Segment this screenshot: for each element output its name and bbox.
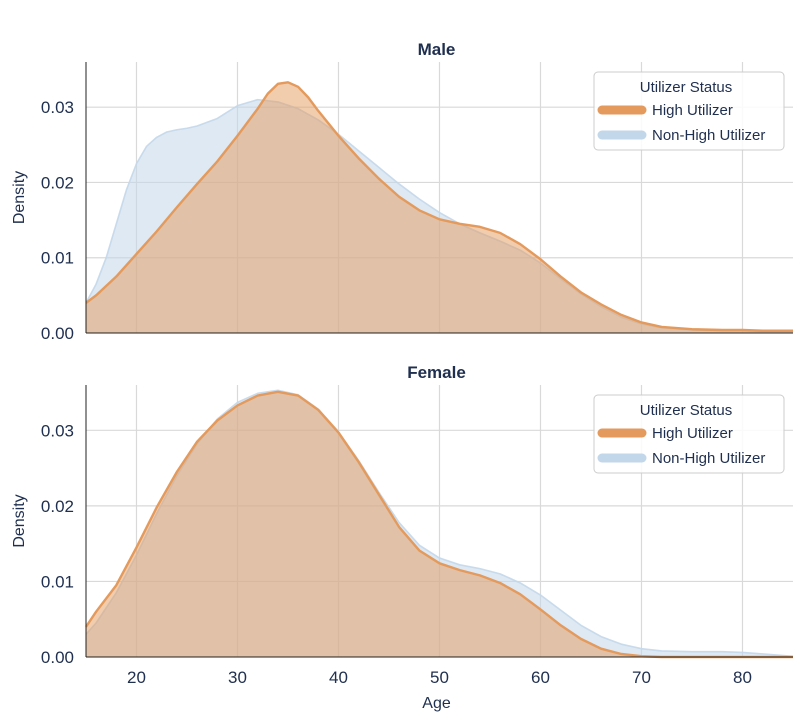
x-tick-label: 60 [531,668,550,687]
chart-panel-2: 0.00 0.01 0.02 0.03 20 30 40 50 60 70 80 Female Dens… [11,363,794,712]
panel-title: Female [407,363,466,382]
high-utilizer-legend-label: High Utilizer [652,425,733,442]
legend-title: Utilizer Status [640,79,733,96]
legend: Utilizer Status High Utilizer Non-High Uti… [593,394,785,474]
y-tick-label: 0.01 [41,249,74,268]
high-utilizer-line [85,390,793,659]
high-utilizer-line [85,81,793,332]
legend: Utilizer Status High Utilizer Non-High Uti… [593,71,785,151]
high-utilizer-area [86,391,793,657]
panel-title: Male [418,40,456,59]
x-tick-label: 40 [329,668,348,687]
x-tick-label: 20 [127,668,146,687]
non-high-utilizer-legend-label: Non-High Utilizer [652,127,765,144]
y-tick-label: 0.00 [41,648,74,667]
y-tick-label: 0.00 [41,324,74,343]
chart-panel-1: 0.00 0.01 0.02 0.03 Male Density Utilizer Stat… [11,40,793,343]
y-tick-label: 0.02 [41,173,74,192]
x-tick-label: 70 [632,668,651,687]
y-tick-label: 0.03 [41,98,74,117]
non-high-utilizer-legend-label: Non-High Utilizer [652,450,765,467]
x-tick-label: 30 [228,668,247,687]
x-axis-label: Age [422,695,451,712]
y-tick-label: 0.02 [41,497,74,516]
x-tick-label: 80 [733,668,752,687]
legend-title: Utilizer Status [640,402,733,419]
y-axis-label: Density [11,171,28,224]
y-tick-label: 0.03 [41,421,74,440]
y-tick-label: 0.01 [41,572,74,591]
y-axis-label: Density [11,494,28,547]
high-utilizer-area [86,82,793,333]
high-utilizer-legend-label: High Utilizer [652,102,733,119]
x-tick-label: 50 [430,668,449,687]
